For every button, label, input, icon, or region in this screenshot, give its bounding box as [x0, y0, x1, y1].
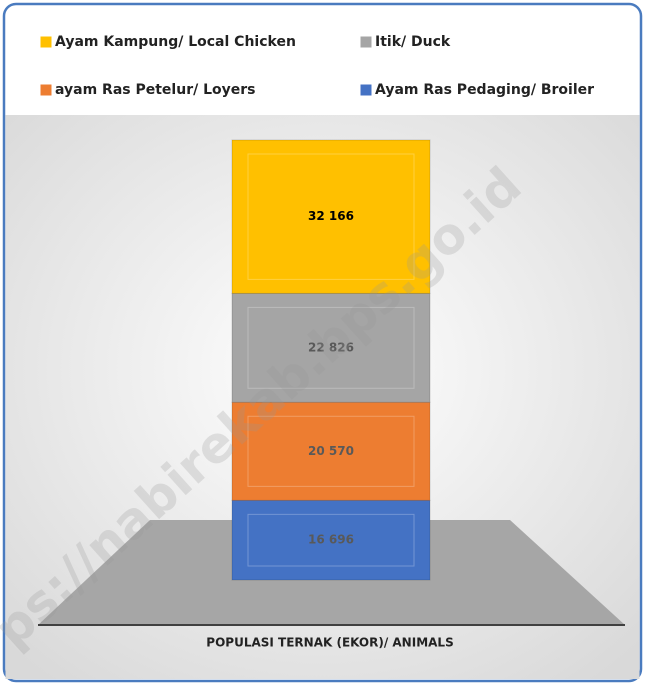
bar-segment [231, 292, 431, 403]
bar-segment [231, 139, 431, 294]
bar-bevel [247, 306, 415, 389]
legend-swatch [359, 83, 373, 97]
category-label: POPULASI TERNAK (EKOR)/ ANIMALS [206, 636, 453, 650]
bar-bevel [247, 153, 415, 280]
bar-segment [231, 401, 431, 501]
legend-swatch [359, 35, 373, 49]
bar-bevel [247, 513, 415, 567]
data-label: 20 570 [308, 444, 354, 458]
data-label: 16 696 [308, 533, 354, 547]
legend-label: Ayam Kampung/ Local Chicken [55, 34, 296, 50]
data-label: 22 826 [308, 340, 354, 354]
legend-label: ayam Ras Petelur/ Loyers [55, 82, 255, 98]
legend-swatch [39, 83, 53, 97]
legend-swatch [39, 35, 53, 49]
legend-label: Ayam Ras Pedaging/ Broiler [375, 82, 594, 98]
legend-label: Itik/ Duck [375, 34, 451, 50]
bar-bevel [247, 415, 415, 487]
data-label: 32 166 [308, 209, 354, 223]
